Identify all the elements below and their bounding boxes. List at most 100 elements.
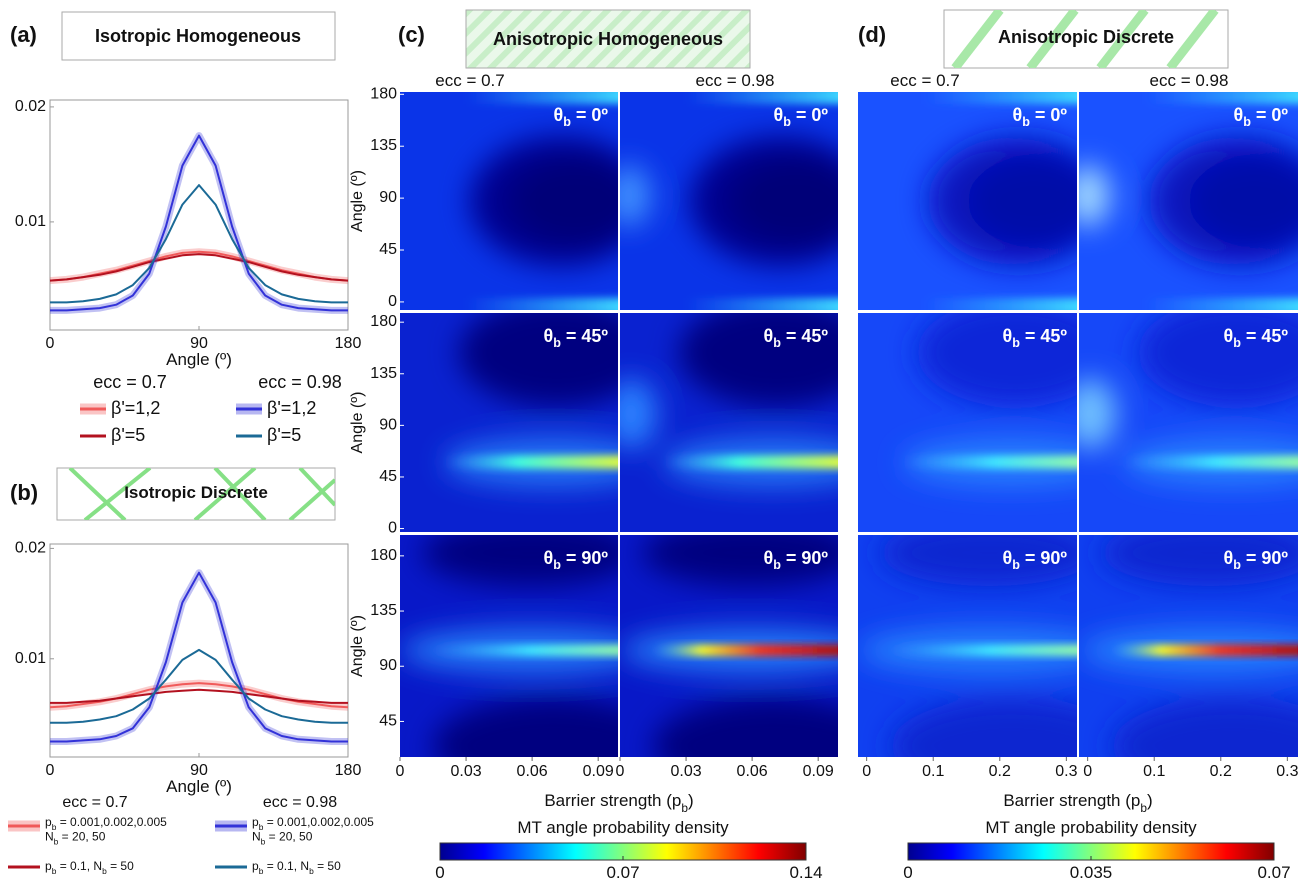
heatmap-cell (400, 313, 618, 532)
heatmap-cell (858, 92, 1077, 310)
series-line (50, 134, 348, 312)
contour-region (1144, 298, 1298, 310)
x-axis-label: Angle (º) (166, 777, 232, 796)
contour-region (465, 298, 618, 310)
y-tick-label: 0.02 (15, 540, 46, 557)
panel-title: Isotropic Discrete (124, 483, 268, 502)
colorbar-tick-label: 0.035 (1070, 863, 1113, 882)
colorbar-label: MT angle probability density (517, 818, 729, 837)
x-tick-label: 0 (396, 763, 405, 780)
legend-group-title: ecc = 0.98 (263, 794, 337, 811)
legend-label: pb = 0.1, Nb = 50 (252, 859, 341, 876)
y-tick-label: 0.02 (15, 98, 46, 115)
x-tick-label: 0.3 (1055, 763, 1077, 780)
heatmap-band (685, 92, 838, 310)
series-line (49, 682, 349, 709)
title-box (56, 467, 336, 521)
column-title: ecc = 0.98 (696, 71, 775, 90)
heatmap-shading (858, 535, 1077, 757)
y-tick-label: 45 (379, 713, 397, 730)
heatmap-cell (1079, 535, 1298, 757)
heatmap-band (1144, 92, 1298, 310)
contour-region (1144, 92, 1298, 104)
column-title: ecc = 0.7 (890, 71, 959, 90)
title-box (61, 11, 336, 61)
y-tick-label: 0.01 (15, 213, 46, 230)
heatmap-band (443, 455, 618, 469)
heatmap-band (652, 644, 838, 656)
legend-group-title: ecc = 0.98 (258, 372, 342, 392)
legend-label: β'=5 (111, 425, 145, 445)
title-decoration (951, 10, 1219, 68)
contour-region (620, 378, 658, 449)
panel-title: Isotropic Homogeneous (95, 26, 301, 46)
row-label: θb = 45º (1002, 326, 1067, 351)
contour-region (432, 644, 618, 656)
heatmap-cell (620, 535, 838, 757)
contour-region (465, 92, 618, 104)
row-label: θb = 45º (1223, 326, 1288, 351)
panel-label: (d) (858, 22, 886, 47)
y-tick-label: 0 (388, 293, 397, 310)
contour-region (901, 455, 1077, 469)
series-line (50, 571, 348, 743)
legend-label: β'=5 (267, 425, 301, 445)
row-label: θb = 45º (543, 326, 608, 351)
heatmap-shading (1079, 135, 1298, 267)
x-tick-label: 0.3 (1276, 763, 1298, 780)
row-label: θb = 0º (1012, 105, 1067, 130)
x-tick-label: 0.06 (737, 763, 768, 780)
x-tick-label: 180 (335, 762, 362, 779)
contour-region (509, 157, 618, 245)
y-tick-label: 180 (370, 86, 397, 103)
contour-region (1079, 165, 1110, 227)
y-tick-label: 45 (379, 468, 397, 485)
x-tick-label: 0.09 (803, 763, 834, 780)
y-tick-label: 0.01 (15, 650, 46, 667)
x-tick-label: 90 (190, 335, 208, 352)
row-label: θb = 0º (773, 105, 828, 130)
contour-region (890, 644, 1077, 656)
panel-label: (c) (398, 22, 425, 47)
heatmap-band (432, 644, 618, 656)
colorbar-tick-label: 0 (435, 863, 444, 882)
legend-label: pb = 0.1, Nb = 50 (45, 859, 134, 876)
heatmap-band (663, 455, 838, 469)
heatmap-cell (620, 92, 838, 310)
legend-label: β'=1,2 (267, 398, 316, 418)
x-tick-label: 0.1 (1143, 763, 1165, 780)
x-tick-label: 0 (46, 762, 55, 779)
y-tick-label: 180 (370, 547, 397, 564)
series-line (50, 688, 348, 704)
x-tick-label: 0.03 (670, 763, 701, 780)
contour-region (663, 455, 838, 469)
plot-frame (49, 99, 349, 331)
y-tick-label: 90 (379, 417, 397, 434)
title-decoration (68, 468, 335, 520)
colorbar-tick-label: 0 (903, 863, 912, 882)
x-tick-label: 180 (335, 335, 362, 352)
heatmap-band (1111, 644, 1298, 656)
x-tick-label: 0.1 (922, 763, 944, 780)
contour-region (917, 313, 1077, 408)
row-label: θb = 45º (763, 326, 828, 351)
y-tick-label: 135 (370, 602, 397, 619)
contour-region (729, 157, 838, 245)
heatmap-cell (1079, 92, 1298, 310)
y-tick-label: 180 (370, 313, 397, 330)
x-tick-label: 90 (190, 762, 208, 779)
x-tick-label: 0 (616, 763, 625, 780)
y-tick-label: 0 (388, 520, 397, 537)
contour-region (923, 92, 1077, 104)
x-tick-label: 0 (862, 763, 871, 780)
column-title: ecc = 0.98 (1150, 71, 1229, 90)
contour-region (443, 455, 618, 469)
series-line (49, 250, 349, 282)
y-tick-label: 90 (379, 657, 397, 674)
contour-region (685, 92, 838, 104)
panel-title: Anisotropic Discrete (998, 27, 1174, 47)
legend-label: pb = 0.001,0.002,0.005 Nb = 20, 50 (252, 815, 374, 846)
heatmap-band (1122, 455, 1298, 469)
contour-region (923, 298, 1077, 310)
